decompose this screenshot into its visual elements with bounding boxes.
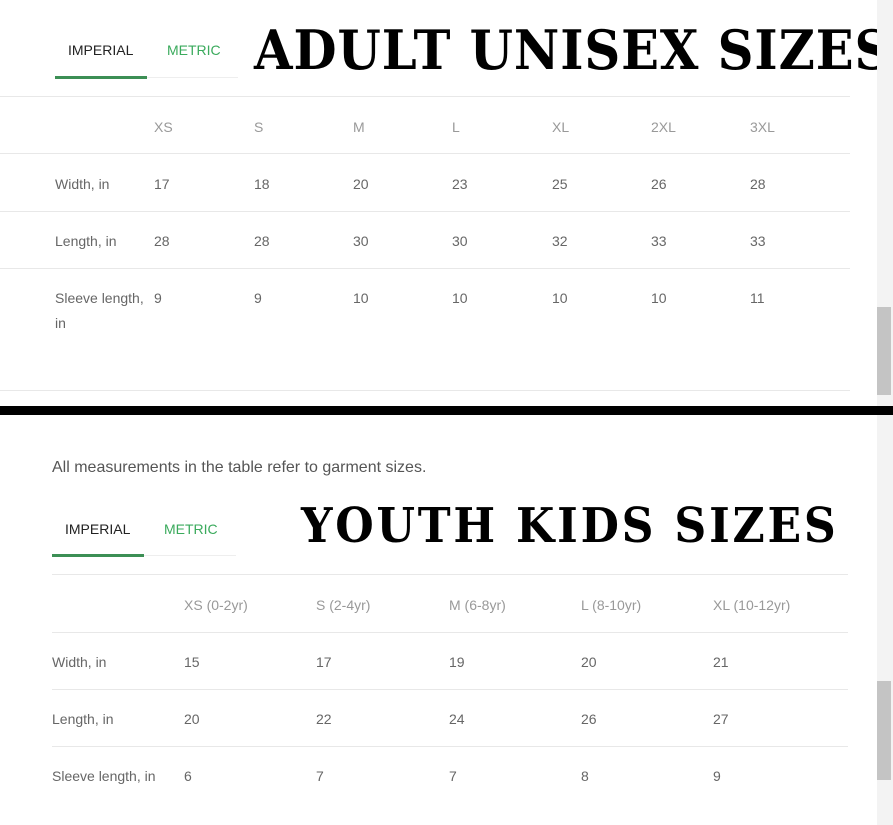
youth-title: YOUTH KIDS SIZES bbox=[301, 498, 839, 554]
table-cell: 8 bbox=[581, 768, 589, 784]
table-cell: 30 bbox=[353, 233, 369, 249]
table-cell: 22 bbox=[316, 711, 332, 727]
table-row-divider bbox=[0, 268, 850, 269]
column-header: S (2-4yr) bbox=[316, 597, 371, 613]
tab-metric[interactable]: METRIC bbox=[164, 521, 218, 537]
tab-imperial[interactable]: IMPERIAL bbox=[68, 42, 134, 58]
column-header: M (6-8yr) bbox=[449, 597, 506, 613]
table-cell: 10 bbox=[353, 290, 369, 306]
column-header: S bbox=[254, 119, 264, 135]
table-cell: 20 bbox=[353, 176, 369, 192]
column-header: XS bbox=[154, 119, 173, 135]
table-cell: 10 bbox=[452, 290, 468, 306]
table-cell: 6 bbox=[184, 768, 192, 784]
table-row-divider bbox=[52, 746, 848, 747]
table-cell: 27 bbox=[713, 711, 729, 727]
scrollbar-thumb[interactable] bbox=[877, 307, 891, 395]
table-cell: 18 bbox=[254, 176, 270, 192]
row-label: Sleeve length, in bbox=[52, 768, 156, 784]
table-cell: 20 bbox=[581, 654, 597, 670]
table-cell: 9 bbox=[713, 768, 721, 784]
table-cell: 9 bbox=[154, 290, 162, 306]
table-row-divider bbox=[0, 211, 850, 212]
scrollbar-track[interactable] bbox=[877, 0, 893, 406]
table-cell: 33 bbox=[651, 233, 667, 249]
table-cell: 17 bbox=[154, 176, 170, 192]
active-tab-underline bbox=[55, 76, 147, 79]
table-cell: 32 bbox=[552, 233, 568, 249]
column-header: M bbox=[353, 119, 365, 135]
row-label: Length, in bbox=[52, 711, 114, 727]
table-cell: 23 bbox=[452, 176, 468, 192]
tab-metric[interactable]: METRIC bbox=[167, 42, 221, 58]
row-label: Width, in bbox=[55, 176, 110, 192]
column-header: 2XL bbox=[651, 119, 676, 135]
table-cell: 10 bbox=[552, 290, 568, 306]
table-row-divider bbox=[52, 632, 848, 633]
active-tab-underline bbox=[52, 554, 144, 557]
scrollbar-thumb[interactable] bbox=[877, 681, 891, 780]
table-cell: 28 bbox=[750, 176, 766, 192]
table-cell: 28 bbox=[254, 233, 270, 249]
table-cell: 26 bbox=[581, 711, 597, 727]
table-row-divider bbox=[52, 574, 848, 575]
column-header: 3XL bbox=[750, 119, 775, 135]
column-header: XS (0-2yr) bbox=[184, 597, 248, 613]
table-cell: 15 bbox=[184, 654, 200, 670]
adult-title: ADULT UNISEX SIZES bbox=[254, 18, 892, 82]
row-label: Width, in bbox=[52, 654, 107, 670]
table-row-divider bbox=[0, 153, 850, 154]
table-cell: 11 bbox=[750, 290, 765, 306]
table-cell: 33 bbox=[750, 233, 766, 249]
table-cell: 28 bbox=[154, 233, 170, 249]
table-cell: 7 bbox=[316, 768, 324, 784]
row-label-continued: in bbox=[55, 315, 66, 331]
table-row-divider bbox=[0, 96, 850, 97]
table-cell: 10 bbox=[651, 290, 667, 306]
table-cell: 7 bbox=[449, 768, 457, 784]
row-label: Sleeve length, bbox=[55, 290, 144, 306]
table-row-divider bbox=[0, 390, 850, 391]
table-cell: 19 bbox=[449, 654, 465, 670]
table-cell: 26 bbox=[651, 176, 667, 192]
table-cell: 20 bbox=[184, 711, 200, 727]
table-cell: 30 bbox=[452, 233, 468, 249]
tab-imperial[interactable]: IMPERIAL bbox=[65, 521, 131, 537]
table-cell: 25 bbox=[552, 176, 568, 192]
table-row-divider bbox=[52, 689, 848, 690]
table-cell: 17 bbox=[316, 654, 332, 670]
table-cell: 24 bbox=[449, 711, 465, 727]
column-header: XL (10-12yr) bbox=[713, 597, 791, 613]
column-header: L (8-10yr) bbox=[581, 597, 642, 613]
row-label: Length, in bbox=[55, 233, 117, 249]
column-header: L bbox=[452, 119, 460, 135]
tab-bar-divider bbox=[52, 555, 236, 556]
measurement-note: All measurements in the table refer to g… bbox=[52, 459, 427, 476]
column-header: XL bbox=[552, 119, 570, 135]
section-divider-bar bbox=[0, 406, 893, 415]
table-cell: 9 bbox=[254, 290, 262, 306]
table-cell: 21 bbox=[713, 654, 729, 670]
